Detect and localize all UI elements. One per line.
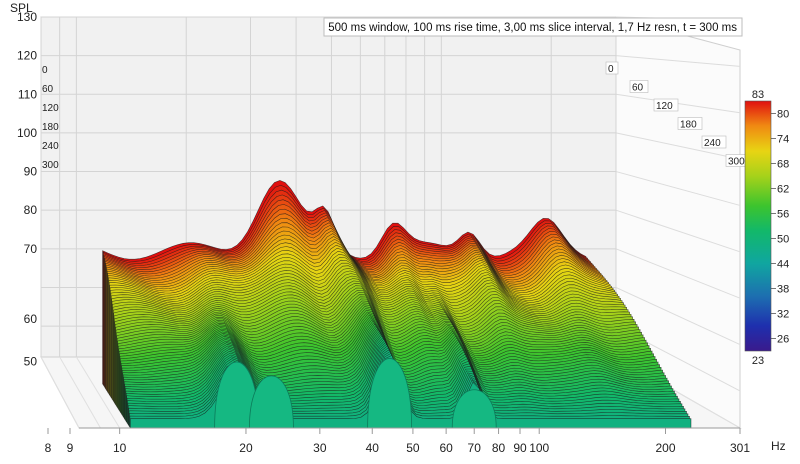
- x-tick-label: 50: [406, 441, 420, 455]
- colorbar-tick-label: 32: [777, 309, 789, 321]
- x-tick-label: 80: [492, 441, 506, 455]
- depth-label-right: 120: [656, 101, 673, 112]
- side-grid-line: [615, 55, 741, 67]
- depth-label-left: 300: [42, 160, 59, 171]
- y-tick-label: 110: [18, 87, 37, 101]
- title-background: [323, 17, 743, 37]
- x-tick-label: 90: [513, 441, 527, 455]
- colorbar-tick-label: 26: [777, 334, 789, 346]
- y-tick-label: 50: [24, 355, 38, 369]
- depth-label-left: 120: [42, 103, 59, 114]
- depth-label-box: [677, 117, 703, 130]
- waterfall-surface: [102, 180, 692, 429]
- y-tick-label: 60: [24, 312, 38, 326]
- side-grid-line: [615, 287, 741, 345]
- side-grid-line: [615, 209, 741, 253]
- side-grid-line: [615, 171, 741, 206]
- depth-label-box: [629, 80, 649, 93]
- colorbar-tick-label: 62: [777, 184, 789, 196]
- colorbar-scale: [744, 100, 772, 352]
- depth-label-right: 60: [632, 83, 644, 94]
- side-grid-line: [615, 248, 741, 299]
- colorbar-ticks: 80 74 68 62 56 50 44 38 32 26: [771, 109, 789, 346]
- floor-grid-line: [59, 356, 101, 429]
- x-tick-label: 60: [439, 441, 453, 455]
- depth-label-box: [653, 98, 679, 112]
- y-axis: 50 60 70 80 90 100 110 120 130: [17, 10, 37, 369]
- floor-grid-line: [40, 356, 80, 429]
- depth-axis-labels: 0 0 60 60 120 120 180 180 240 240 300 300: [42, 61, 751, 171]
- x-tick-label: 40: [366, 441, 380, 455]
- side-grid-line: [615, 132, 741, 160]
- colorbar-tick-label: 56: [777, 209, 789, 221]
- front-slice-peak: [249, 375, 294, 429]
- colorbar-max-label: 83: [752, 89, 764, 101]
- colorbar-tick-label: 50: [777, 234, 789, 246]
- x-tick-label: 70: [468, 441, 482, 455]
- colorbar-tick-label: 80: [777, 109, 789, 121]
- depth-label-right: 180: [680, 120, 697, 131]
- floor-grid-line: [75, 356, 121, 429]
- depth-label-left: 60: [42, 84, 54, 95]
- x-axis: 8 9 10 20 30 40 50 60 70 80 90 100 200 301: [45, 427, 750, 455]
- y-axis-label: SPL: [10, 1, 33, 15]
- depth-label-left: 0: [42, 65, 48, 76]
- title-box: 500 ms window, 100 ms rise time, 3,00 ms…: [323, 17, 743, 37]
- y-tick-label: 80: [24, 203, 38, 217]
- y-tick-label: 100: [17, 126, 37, 140]
- y-tick-label: 120: [17, 49, 37, 63]
- depth-label-right: 300: [728, 157, 745, 168]
- x-axis-unit: Hz: [771, 439, 786, 453]
- y-tick-label: 130: [17, 10, 37, 24]
- colorbar: 83 23 80 74 68 62 56 50 44 38 32 26: [744, 89, 789, 367]
- colorbar-tick-label: 44: [777, 259, 789, 271]
- x-tick-label: 100: [529, 441, 549, 455]
- depth-label-left: 180: [42, 122, 59, 133]
- depth-label-right: 240: [704, 138, 721, 149]
- x-tick-label: 30: [313, 441, 327, 455]
- depth-label-box: [605, 61, 619, 75]
- x-tick-label: 20: [239, 441, 253, 455]
- colorbar-min-label: 23: [752, 355, 764, 367]
- y-tick-label: 70: [24, 242, 38, 256]
- x-tick-label: 301: [730, 441, 750, 455]
- depth-label-box: [701, 135, 727, 149]
- front-slice-peak: [367, 358, 413, 429]
- depth-label-right: 0: [608, 64, 614, 75]
- chart-title: 500 ms window, 100 ms rise time, 3,00 ms…: [328, 22, 737, 34]
- y-tick-label: 90: [24, 165, 38, 179]
- colorbar-tick-label: 74: [777, 134, 789, 146]
- x-tick-label: 200: [655, 441, 675, 455]
- depth-label-left: 240: [42, 141, 59, 152]
- front-slice-peak: [451, 389, 497, 429]
- x-tick-label: 9: [67, 441, 74, 455]
- x-tick-label: 8: [45, 441, 52, 455]
- colorbar-tick-label: 38: [777, 284, 789, 296]
- x-tick-label: 10: [113, 441, 127, 455]
- colorbar-tick-label: 68: [777, 159, 789, 171]
